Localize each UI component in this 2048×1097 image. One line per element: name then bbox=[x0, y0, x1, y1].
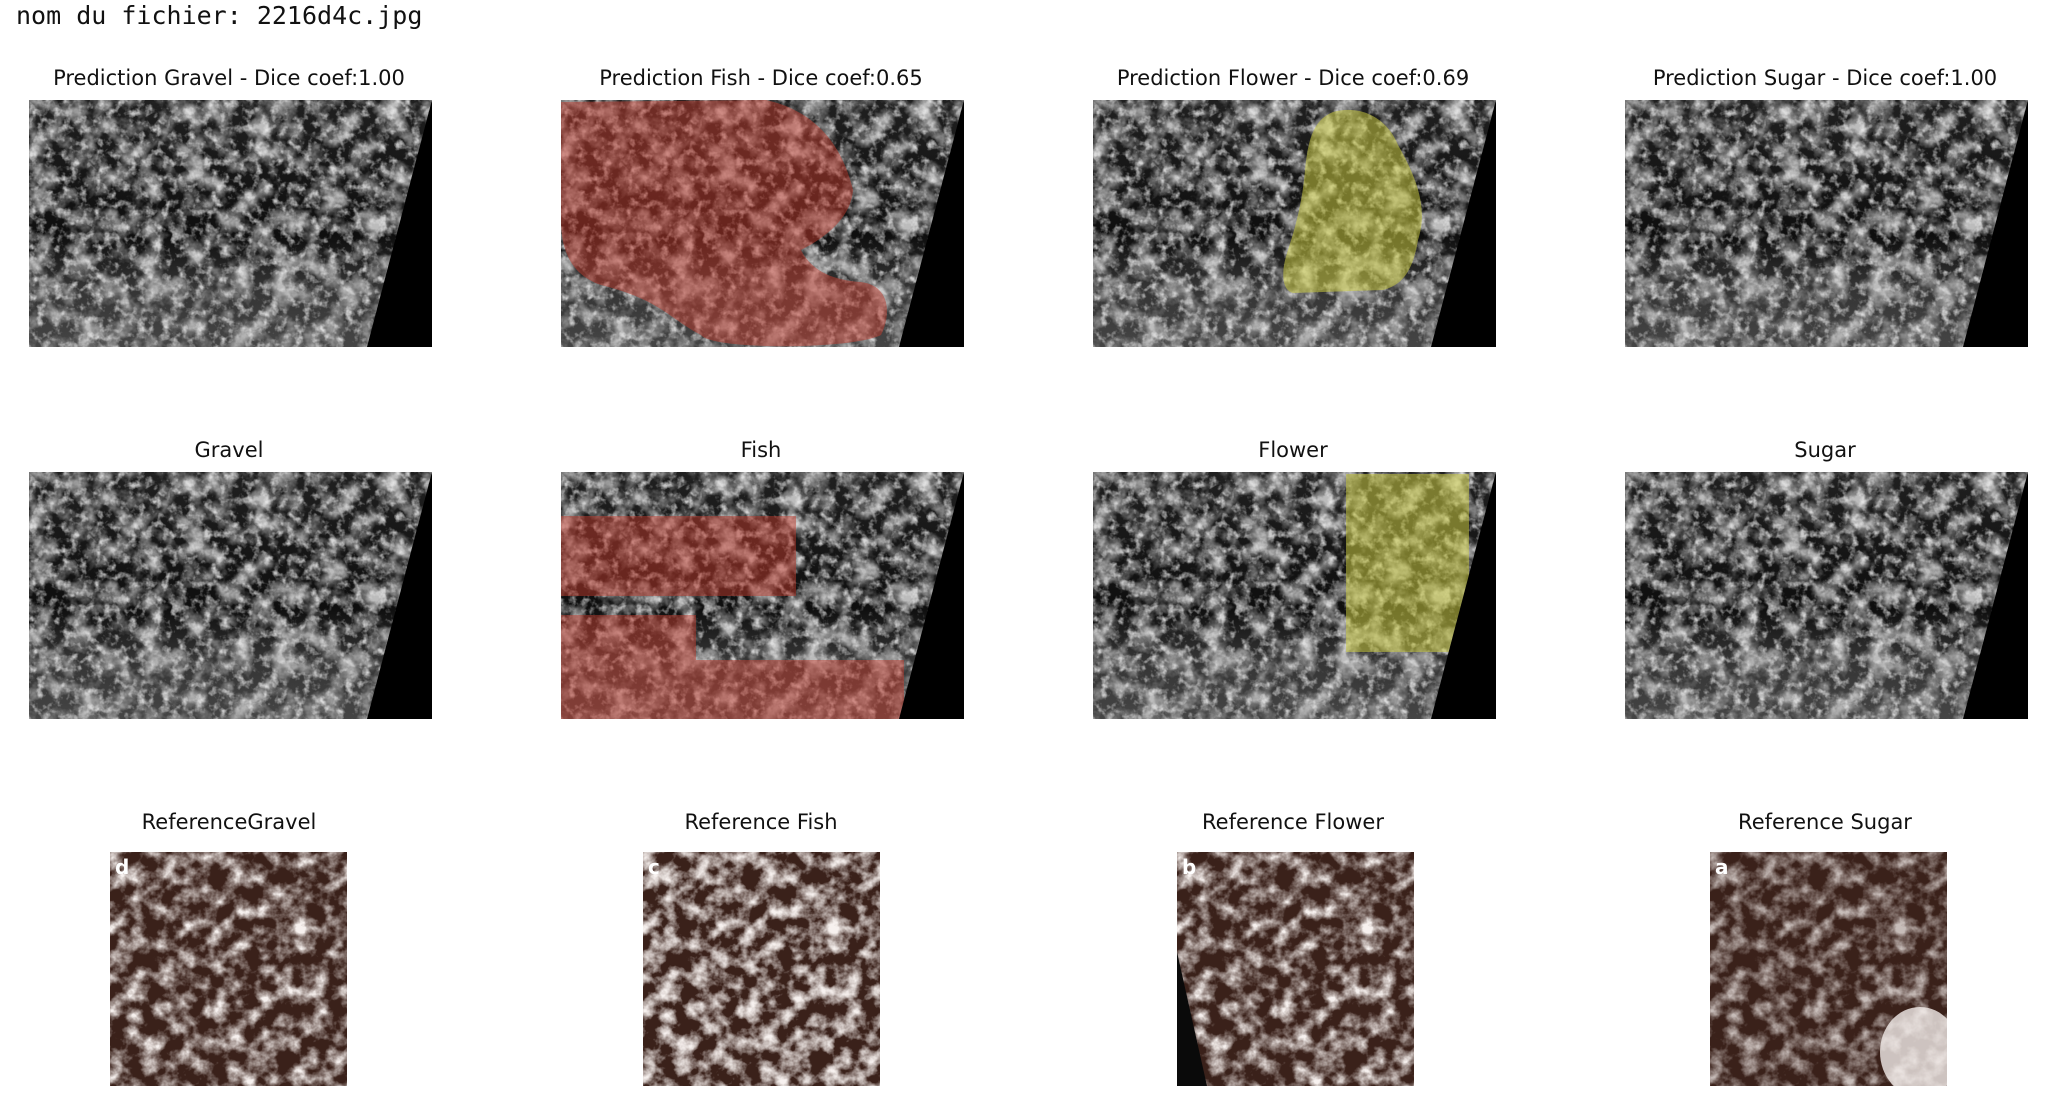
prediction-fish-image bbox=[561, 100, 964, 347]
reference-sugar-image: a bbox=[1710, 852, 1947, 1086]
filename-label: nom du fichier: 2216d4c.jpg bbox=[16, 1, 423, 30]
reference-gravel-corner-letter: d bbox=[115, 855, 129, 879]
reference-gravel-image: d bbox=[110, 852, 347, 1086]
sugar-title: Sugar bbox=[1794, 438, 1856, 462]
prediction-sugar-image bbox=[1625, 100, 2028, 347]
reference-sugar-corner-letter: a bbox=[1715, 855, 1729, 879]
reference-flower-title: Reference Flower bbox=[1202, 810, 1384, 834]
sugar-mask-image bbox=[1625, 472, 2028, 719]
fish-ground-truth-mask bbox=[561, 516, 904, 719]
prediction-gravel-image bbox=[29, 100, 432, 347]
fish-mask-image bbox=[561, 472, 964, 719]
reference-fish-title: Reference Fish bbox=[684, 810, 838, 834]
flower-prediction-mask bbox=[1283, 109, 1422, 293]
reference-flower-image: b bbox=[1177, 852, 1414, 1086]
prediction-gravel-title: Prediction Gravel - Dice coef:1.00 bbox=[53, 66, 405, 90]
reference-sugar-title: Reference Sugar bbox=[1738, 810, 1912, 834]
gravel-title: Gravel bbox=[194, 438, 264, 462]
gravel-mask-image bbox=[29, 472, 432, 719]
flower-mask-image bbox=[1093, 472, 1496, 719]
reference-gravel-title: ReferenceGravel bbox=[141, 810, 317, 834]
reference-flower-corner-letter: b bbox=[1182, 855, 1196, 879]
prediction-fish-title: Prediction Fish - Dice coef:0.65 bbox=[599, 66, 923, 90]
fish-title: Fish bbox=[740, 438, 782, 462]
prediction-sugar-title: Prediction Sugar - Dice coef:1.00 bbox=[1652, 66, 1998, 90]
reference-fish-image: c bbox=[643, 852, 880, 1086]
prediction-flower-title: Prediction Flower - Dice coef:0.69 bbox=[1116, 66, 1470, 90]
flower-ground-truth-mask bbox=[1346, 474, 1469, 652]
fish-prediction-mask bbox=[561, 100, 887, 347]
flower-title: Flower bbox=[1258, 438, 1328, 462]
prediction-flower-image bbox=[1093, 100, 1496, 347]
reference-fish-corner-letter: c bbox=[648, 855, 660, 879]
